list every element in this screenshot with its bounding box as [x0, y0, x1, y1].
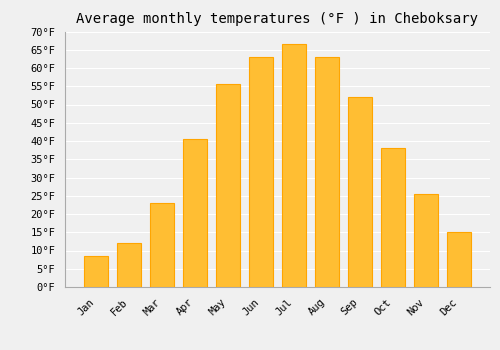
Bar — [282, 44, 306, 287]
Bar — [249, 57, 273, 287]
Bar — [348, 97, 372, 287]
Bar — [216, 84, 240, 287]
Bar — [84, 256, 108, 287]
Bar — [183, 139, 207, 287]
Bar — [150, 203, 174, 287]
Bar — [381, 148, 404, 287]
Bar — [447, 232, 470, 287]
Bar — [414, 194, 438, 287]
Bar — [118, 243, 141, 287]
Bar — [315, 57, 339, 287]
Title: Average monthly temperatures (°F ) in Cheboksary: Average monthly temperatures (°F ) in Ch… — [76, 12, 478, 26]
